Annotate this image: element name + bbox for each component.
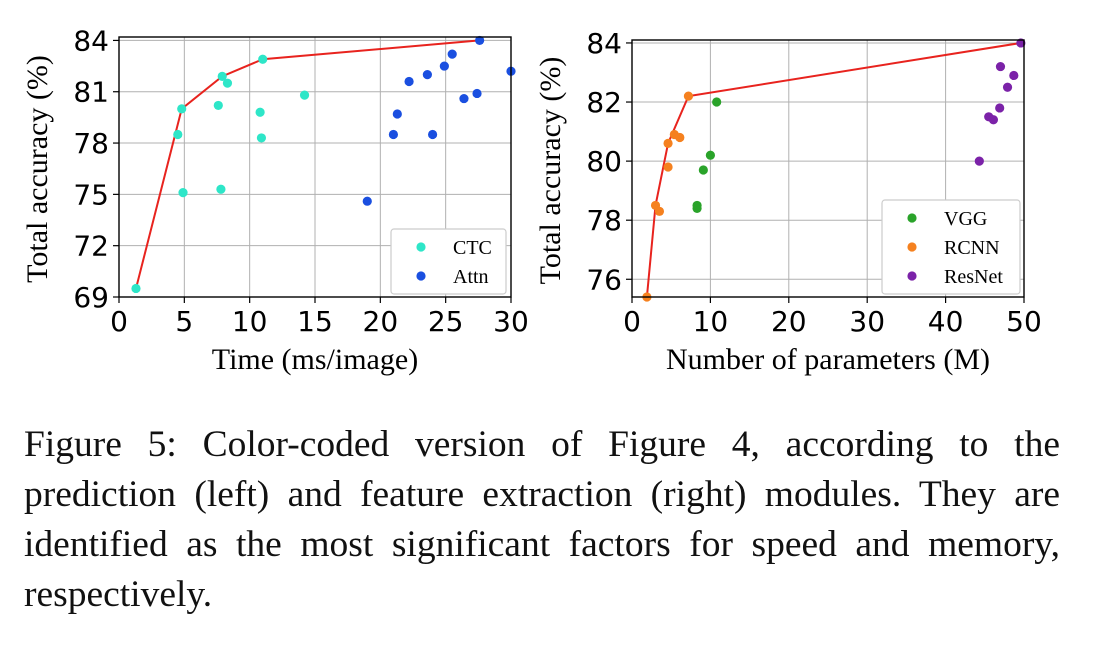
y-tick-label: 80 [586, 145, 622, 178]
x-tick-label: 30 [849, 305, 885, 338]
y-tick-label: 72 [73, 230, 109, 263]
plot-frame [118, 36, 512, 298]
x-tick-label: 15 [297, 305, 333, 338]
data-point [712, 97, 722, 107]
data-point [995, 61, 1006, 72]
legend-label: VGG [944, 208, 987, 230]
legend-label: Attn [453, 266, 489, 288]
data-point [216, 184, 226, 194]
x-tick-label: 20 [363, 305, 399, 338]
x-tick-label: 0 [623, 305, 641, 338]
data-point [428, 129, 438, 140]
x-tick-label: 10 [693, 305, 729, 338]
plot-frame [631, 39, 1025, 298]
data-point [404, 76, 414, 87]
legend-label: CTC [453, 237, 492, 259]
legend-marker [416, 271, 426, 281]
data-point [654, 206, 665, 216]
data-point [974, 156, 984, 166]
data-point [258, 54, 268, 64]
data-point [439, 61, 449, 71]
x-tick-label: 20 [771, 305, 807, 338]
data-point [173, 129, 183, 140]
y-tick-label: 76 [586, 263, 622, 296]
figure-caption: Figure 5: Color-coded version of Figure … [24, 424, 1060, 615]
legend-label: RCNN [944, 237, 1000, 259]
data-point [675, 132, 685, 143]
data-point [663, 138, 673, 148]
series-resnet [974, 38, 1026, 166]
legend-label: ResNet [944, 266, 1003, 288]
data-point [698, 165, 708, 175]
x-tick-label: 10 [232, 305, 268, 338]
x-tick-label: 40 [928, 305, 964, 338]
x-tick-label: 5 [175, 305, 193, 338]
series-attn [362, 35, 516, 206]
data-point [995, 103, 1005, 113]
figure-canvas: 0 5 10 15 20 25 30 69 72 75 78 81 84 Time (ms/image) T… [21, 24, 1042, 376]
x-axis-label: Time (ms/image) [212, 343, 418, 376]
data-point [255, 107, 265, 117]
data-point [475, 35, 485, 46]
y-tick-label: 81 [73, 76, 109, 109]
data-point [222, 78, 233, 88]
chart-panel-1: 0 5 10 15 20 25 30 69 72 75 78 81 84 Time (ms/image) T… [21, 24, 529, 376]
data-point [705, 150, 716, 160]
x-tick-label: 50 [1006, 305, 1042, 338]
y-axis-label: Total accuracy (%) [534, 57, 567, 285]
data-point [1009, 70, 1019, 81]
data-point [422, 70, 432, 80]
legend: VGG RCNN ResNet [881, 199, 1021, 295]
x-tick-label: 30 [493, 305, 529, 338]
data-point [988, 115, 999, 125]
y-tick-label: 75 [73, 178, 109, 211]
data-point [388, 129, 398, 140]
y-axis-label: Total accuracy (%) [21, 55, 54, 283]
x-axis-label: Number of parameters (M) [666, 343, 990, 376]
legend-marker [416, 242, 426, 252]
data-point [459, 93, 469, 104]
y-tick-label: 82 [586, 86, 622, 119]
data-point [131, 283, 141, 294]
legend-marker [907, 271, 917, 281]
data-point [362, 196, 372, 206]
series-ctc [131, 54, 310, 294]
chart-panel-2: 0 10 20 30 40 50 76 78 80 82 84 Number of parameter… [534, 27, 1042, 376]
legend-marker [907, 213, 917, 223]
data-point [177, 104, 187, 114]
series-vgg [692, 97, 722, 213]
data-point [683, 91, 694, 101]
y-tick-label: 78 [586, 204, 622, 237]
y-tick-label: 84 [73, 24, 109, 57]
data-point [1002, 82, 1013, 92]
data-point [213, 100, 223, 111]
data-point [663, 162, 673, 172]
data-point [392, 109, 402, 119]
data-point [447, 49, 457, 59]
data-point [256, 133, 267, 143]
data-point [472, 88, 482, 99]
y-tick-label: 78 [73, 127, 109, 160]
x-tick-label: 0 [110, 305, 128, 338]
data-point [692, 200, 702, 211]
data-point [178, 188, 188, 198]
x-tick-label: 25 [428, 305, 464, 338]
legend-marker [907, 242, 917, 252]
legend-box [881, 199, 1021, 295]
data-point [217, 71, 227, 81]
y-tick-label: 84 [586, 27, 622, 60]
legend: CTC Attn [390, 228, 507, 295]
y-tick-label: 69 [73, 281, 109, 314]
data-point [299, 90, 310, 100]
